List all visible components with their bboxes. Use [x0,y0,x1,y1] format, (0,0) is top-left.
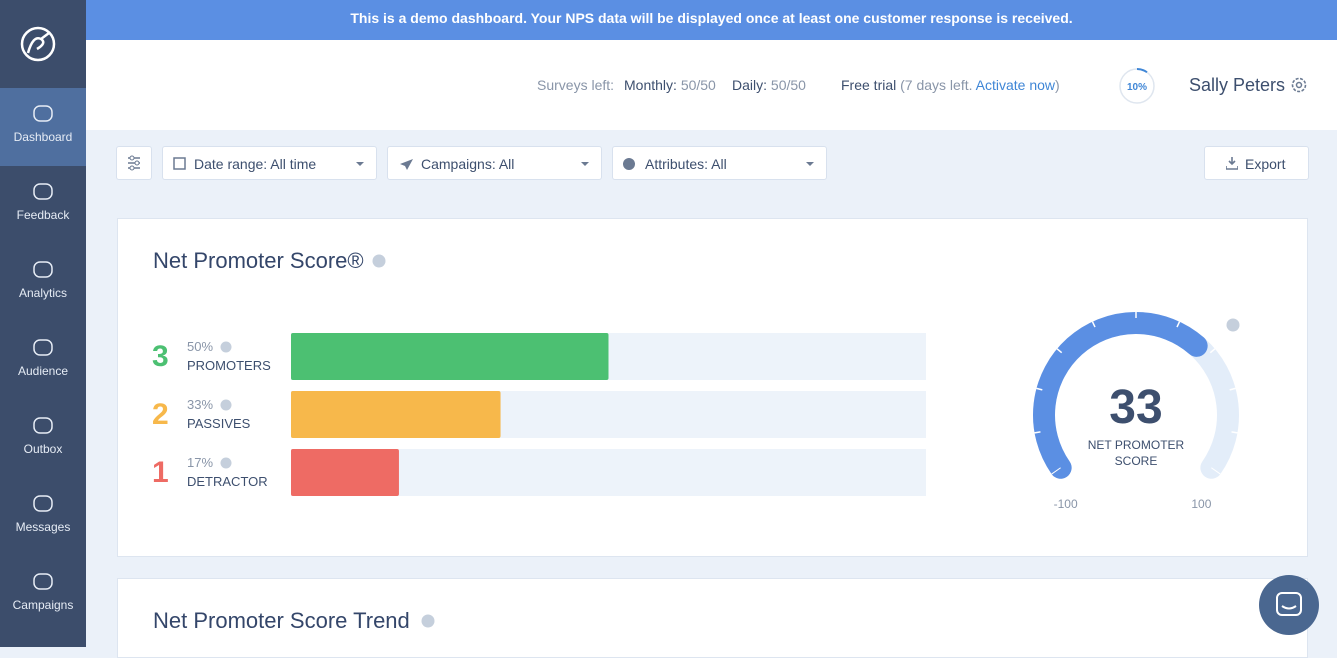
nav-item[interactable]: Messages [0,478,86,556]
demo-banner: This is a demo dashboard. Your NPS data … [86,0,1337,40]
nav-icon-shape [33,183,53,200]
settings-icon[interactable] [1290,76,1308,94]
monthly: 50/50 [680,77,716,93]
nav-label: Messages [15,520,71,534]
chat-button[interactable] [1259,575,1319,635]
date-filter-label: Date range: All time [194,156,317,172]
nav-icon-shape [33,417,53,434]
export-button[interactable]: Export [1204,146,1309,180]
nav-label: Audience [17,364,69,378]
monthly-label: Monthly: [624,77,677,93]
progress-arc [1136,68,1148,74]
nav-icon [33,417,53,434]
attribute-filter-label: Attributes: All [645,156,727,172]
nav-item[interactable]: Analytics [0,244,86,322]
nav-label: Outbox [23,442,63,456]
header: Surveys left: Monthly: 50/50 Daily: 50/5… [86,40,1337,130]
banner-text: This is a demo dashboard. Your NPS data … [350,10,1073,26]
trend-title: Net Promoter Score Trend [153,608,410,633]
nps-card: Net Promoter Score® [117,218,1308,557]
logo[interactable] [19,25,57,63]
nav-icon [33,495,53,512]
trial: Free trial [841,77,897,93]
nav-label: Dashboard [13,130,73,144]
nav-icon [33,105,53,122]
daily-label: Daily: [732,77,768,93]
filter-icons [173,157,814,170]
nav-icon-shape [33,261,53,278]
nav-icon-shape [33,495,53,512]
nav-label: Campaigns [12,598,74,612]
nav-item[interactable]: Outbox [0,400,86,478]
nav-icon-shape [33,573,53,590]
nav-icon [33,183,53,200]
gauge-label: NET PROMOTER SCORE [1087,438,1185,468]
campaign-filter[interactable]: Campaigns: All [387,146,602,180]
nav-item[interactable]: Campaigns [0,556,86,634]
surveys-left: Surveys left: [537,77,615,93]
nav-icon [33,573,53,590]
nav-item[interactable]: Audience [0,322,86,400]
nav-icon [33,261,53,278]
progress-ring: 10% [1119,68,1155,104]
attribute-filter[interactable]: Attributes: All [612,146,827,180]
nav-label: Feedback [16,208,70,222]
daily: 50/50 [770,77,806,93]
trial-close: ) [1055,77,1060,93]
nav-icon [33,339,53,356]
nav-icon-shape [33,339,53,356]
nps-title: Net Promoter Score® [153,248,364,273]
trend-card: Net Promoter Score Trend [117,578,1308,658]
user-name[interactable]: Sally Peters [1189,75,1286,95]
date-filter[interactable]: Date range: All time [162,146,377,180]
export-icon [1226,157,1238,170]
trial-note: (7 days left. [900,77,973,93]
nav-icon-shape [33,105,53,122]
nav-item[interactable]: Feedback [0,166,86,244]
nav-label: Analytics [18,286,68,300]
export-label: Export [1245,156,1286,172]
nav-item[interactable]: Dashboard [0,88,86,166]
filter-settings[interactable] [116,146,152,180]
campaign-filter-label: Campaigns: All [421,156,515,172]
progress-label: 10% [1127,82,1147,93]
activate-link[interactable]: Activate now [975,77,1055,93]
sidebar: Dashboard Feedback Analytics Audience Outbox… [0,0,86,647]
